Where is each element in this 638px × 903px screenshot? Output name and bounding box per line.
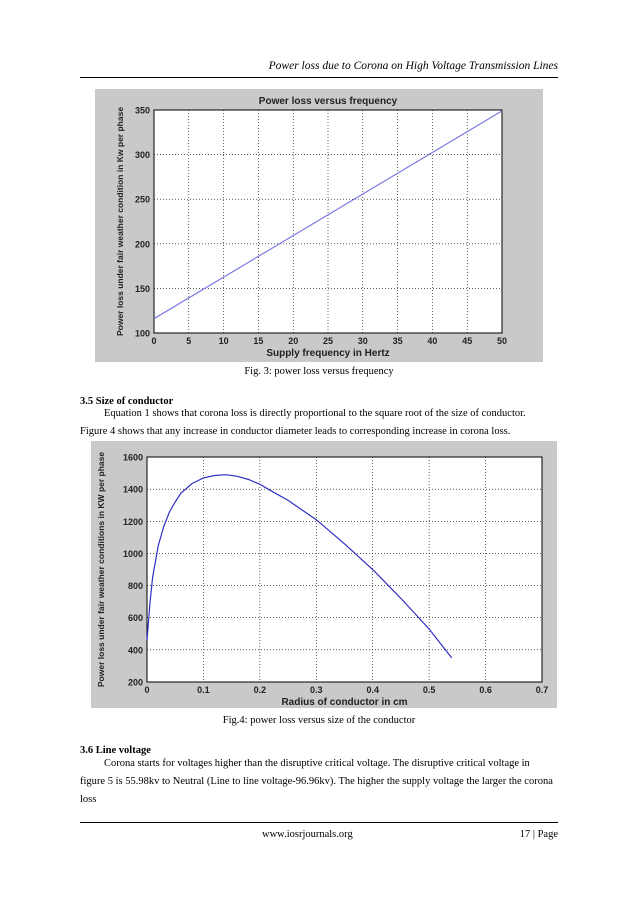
figure-4-caption: Fig.4: power loss versus size of the con… [222,715,416,726]
x-tick-label: 0.7 [536,685,549,695]
y-tick-label: 100 [135,329,150,339]
x-tick-label: 15 [253,336,263,346]
x-tick-label: 20 [288,336,298,346]
y-axis-label: Power loss under fair weather condition … [115,107,125,336]
chart-title: Power loss versus frequency [259,96,398,107]
y-tick-label: 200 [128,678,143,688]
x-tick-label: 0.2 [254,685,267,695]
plot-area [147,457,542,682]
x-tick-label: 0.5 [423,685,436,695]
x-tick-label: 25 [323,336,333,346]
plot-frame [153,109,503,334]
section-3-5-para-2: Figure 4 shows that any increase in cond… [80,426,511,437]
y-tick-label: 1600 [123,453,143,463]
plot-frame [146,456,543,683]
y-tick-label: 800 [128,581,143,591]
y-tick-label: 1400 [123,485,143,495]
x-tick-label: 35 [393,336,403,346]
x-tick-label: 50 [497,336,507,346]
x-tick-label: 40 [427,336,437,346]
y-tick-label: 1200 [123,517,143,527]
series-line [146,474,453,659]
x-tick-label: 0.6 [479,685,492,695]
x-tick-label: 0.4 [366,685,379,695]
figure-4: 0 0.1 0.2 0.3 0.4 0.5 0.6 0.7 200 400 600 800 1000 12… [91,441,557,708]
y-tick-label: 200 [135,239,150,249]
x-tick-label: 45 [462,336,472,346]
x-tick-label: 5 [186,336,191,346]
figure-3: 0 5 10 15 20 25 30 35 40 45 50 100 150 200 250 300 350 Po… [95,89,543,362]
footer-page: 17 | Page [519,829,558,840]
footer-rule [80,822,558,823]
section-3-6-heading: 3.6 Line voltage [80,745,151,756]
section-3-6-para-1: Corona starts for voltages higher than t… [104,758,530,769]
figure-3-caption: Fig. 3: power loss versus frequency [244,366,394,377]
power-loss-radius-chart: 0 0.1 0.2 0.3 0.4 0.5 0.6 0.7 200 400 600 800 1000 12… [96,452,549,708]
x-tick-label: 0.3 [310,685,323,695]
section-3-5-para-1: Equation 1 shows that corona loss is dir… [104,408,526,419]
y-tick-label: 300 [135,150,150,160]
section-3-6-para-3: loss [80,794,97,805]
y-axis-label: Power loss under fair weather conditions… [96,452,106,687]
footer-site: www.iosrjournals.org [262,829,353,840]
header-rule [80,77,558,78]
x-tick-label: 0 [151,336,156,346]
x-axis-label: Radius of conductor in cm [281,697,407,708]
y-tick-label: 250 [135,195,150,205]
series-line [153,110,503,320]
running-header: Power loss due to Corona on High Voltage… [268,60,558,72]
section-3-5-heading: 3.5 Size of conductor [80,396,174,407]
x-tick-label: 30 [358,336,368,346]
x-axis-label: Supply frequency in Hertz [266,348,389,359]
y-tick-label: 350 [135,106,150,116]
x-tick-label: 10 [219,336,229,346]
y-tick-label: 150 [135,284,150,294]
x-tick-label: 0 [144,685,149,695]
power-loss-frequency-chart: 0 5 10 15 20 25 30 35 40 45 50 100 150 200 250 300 350 Po… [115,96,507,359]
section-3-6-para-2: figure 5 is 55.98kv to Neutral (Line to … [80,776,553,787]
y-tick-label: 400 [128,645,143,655]
x-tick-label: 0.1 [197,685,210,695]
y-tick-label: 600 [128,613,143,623]
y-tick-label: 1000 [123,549,143,559]
